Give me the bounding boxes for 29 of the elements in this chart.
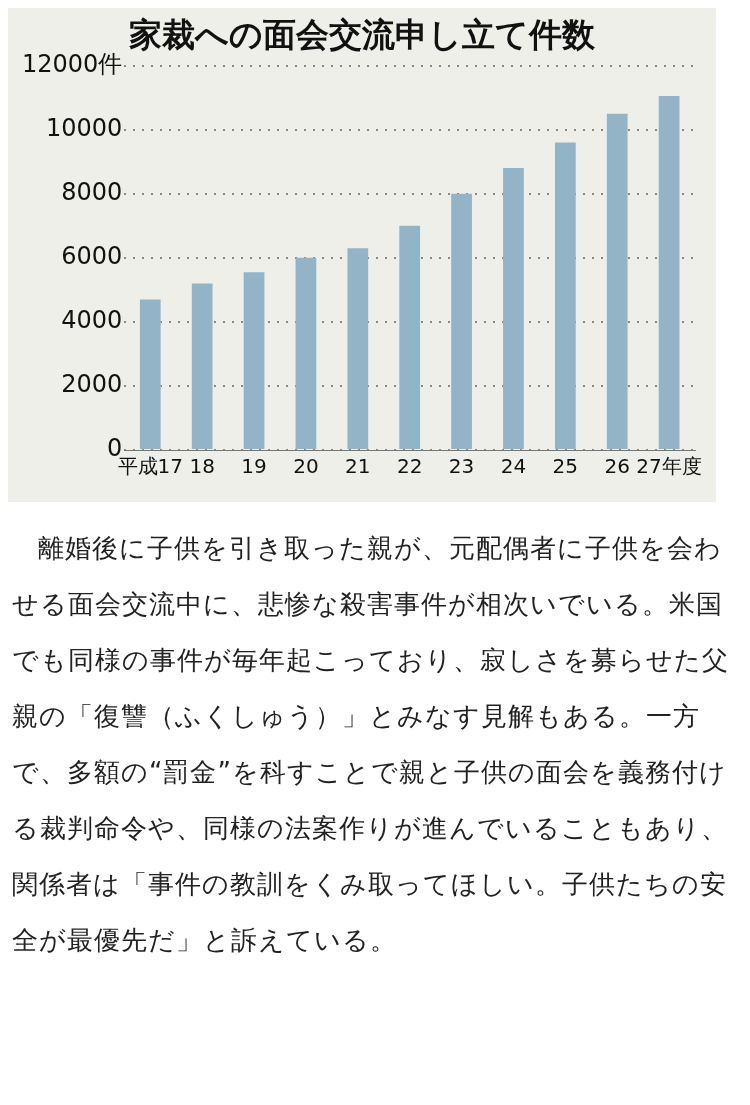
x-tick-label: 26 — [604, 454, 630, 479]
chart-title: 家裁への面会交流申し立て件数 — [129, 15, 596, 55]
bar — [503, 168, 524, 449]
x-tick-label: 27年度 — [636, 454, 702, 479]
y-tick-label: 10000 — [45, 113, 123, 142]
bar — [243, 272, 265, 449]
y-tick-label: 8000 — [61, 177, 123, 206]
bar — [347, 248, 369, 449]
bar — [399, 225, 421, 449]
bar — [451, 193, 472, 449]
y-tick-label: 4000 — [61, 306, 123, 335]
bar — [606, 113, 628, 449]
y-tick-label: 2000 — [61, 370, 123, 399]
bar — [658, 96, 680, 449]
bar — [554, 142, 576, 449]
y-tick-label: 6000 — [61, 242, 123, 271]
x-tick-label: 24 — [500, 454, 527, 479]
text: 離婚後に子供を引き取った親が、元配偶者に子供を会わせる面会交流中に、悲惨な殺害事件が相次いでいる。米国でも同様の事件が毎年起こっており、寂しさを募らせた父親の「復讐（ふくしゅう）」とみなす見解もある。一方で、多額の“罰金”を科すことで親と子供の面会を義務付ける裁判命令や、同様の法案作りが進んでいることもあり、関係者は「事件の教訓をくみ取ってほしい。子供たちの安全が最優先だ」と訴えている。 — [12, 532, 730, 957]
x-tick-label: 21 — [345, 454, 371, 479]
x-tick-label: 23 — [448, 454, 475, 479]
y-tick-label: 12000件 — [21, 49, 123, 78]
x-tick-label: 18 — [189, 454, 215, 479]
x-tick-label: 25 — [552, 454, 579, 479]
x-tick-label: 20 — [293, 454, 319, 479]
bar — [295, 257, 317, 449]
bar — [139, 299, 161, 449]
bar — [191, 283, 213, 449]
x-tick-label: 22 — [396, 454, 423, 479]
x-tick-label: 19 — [241, 454, 267, 479]
